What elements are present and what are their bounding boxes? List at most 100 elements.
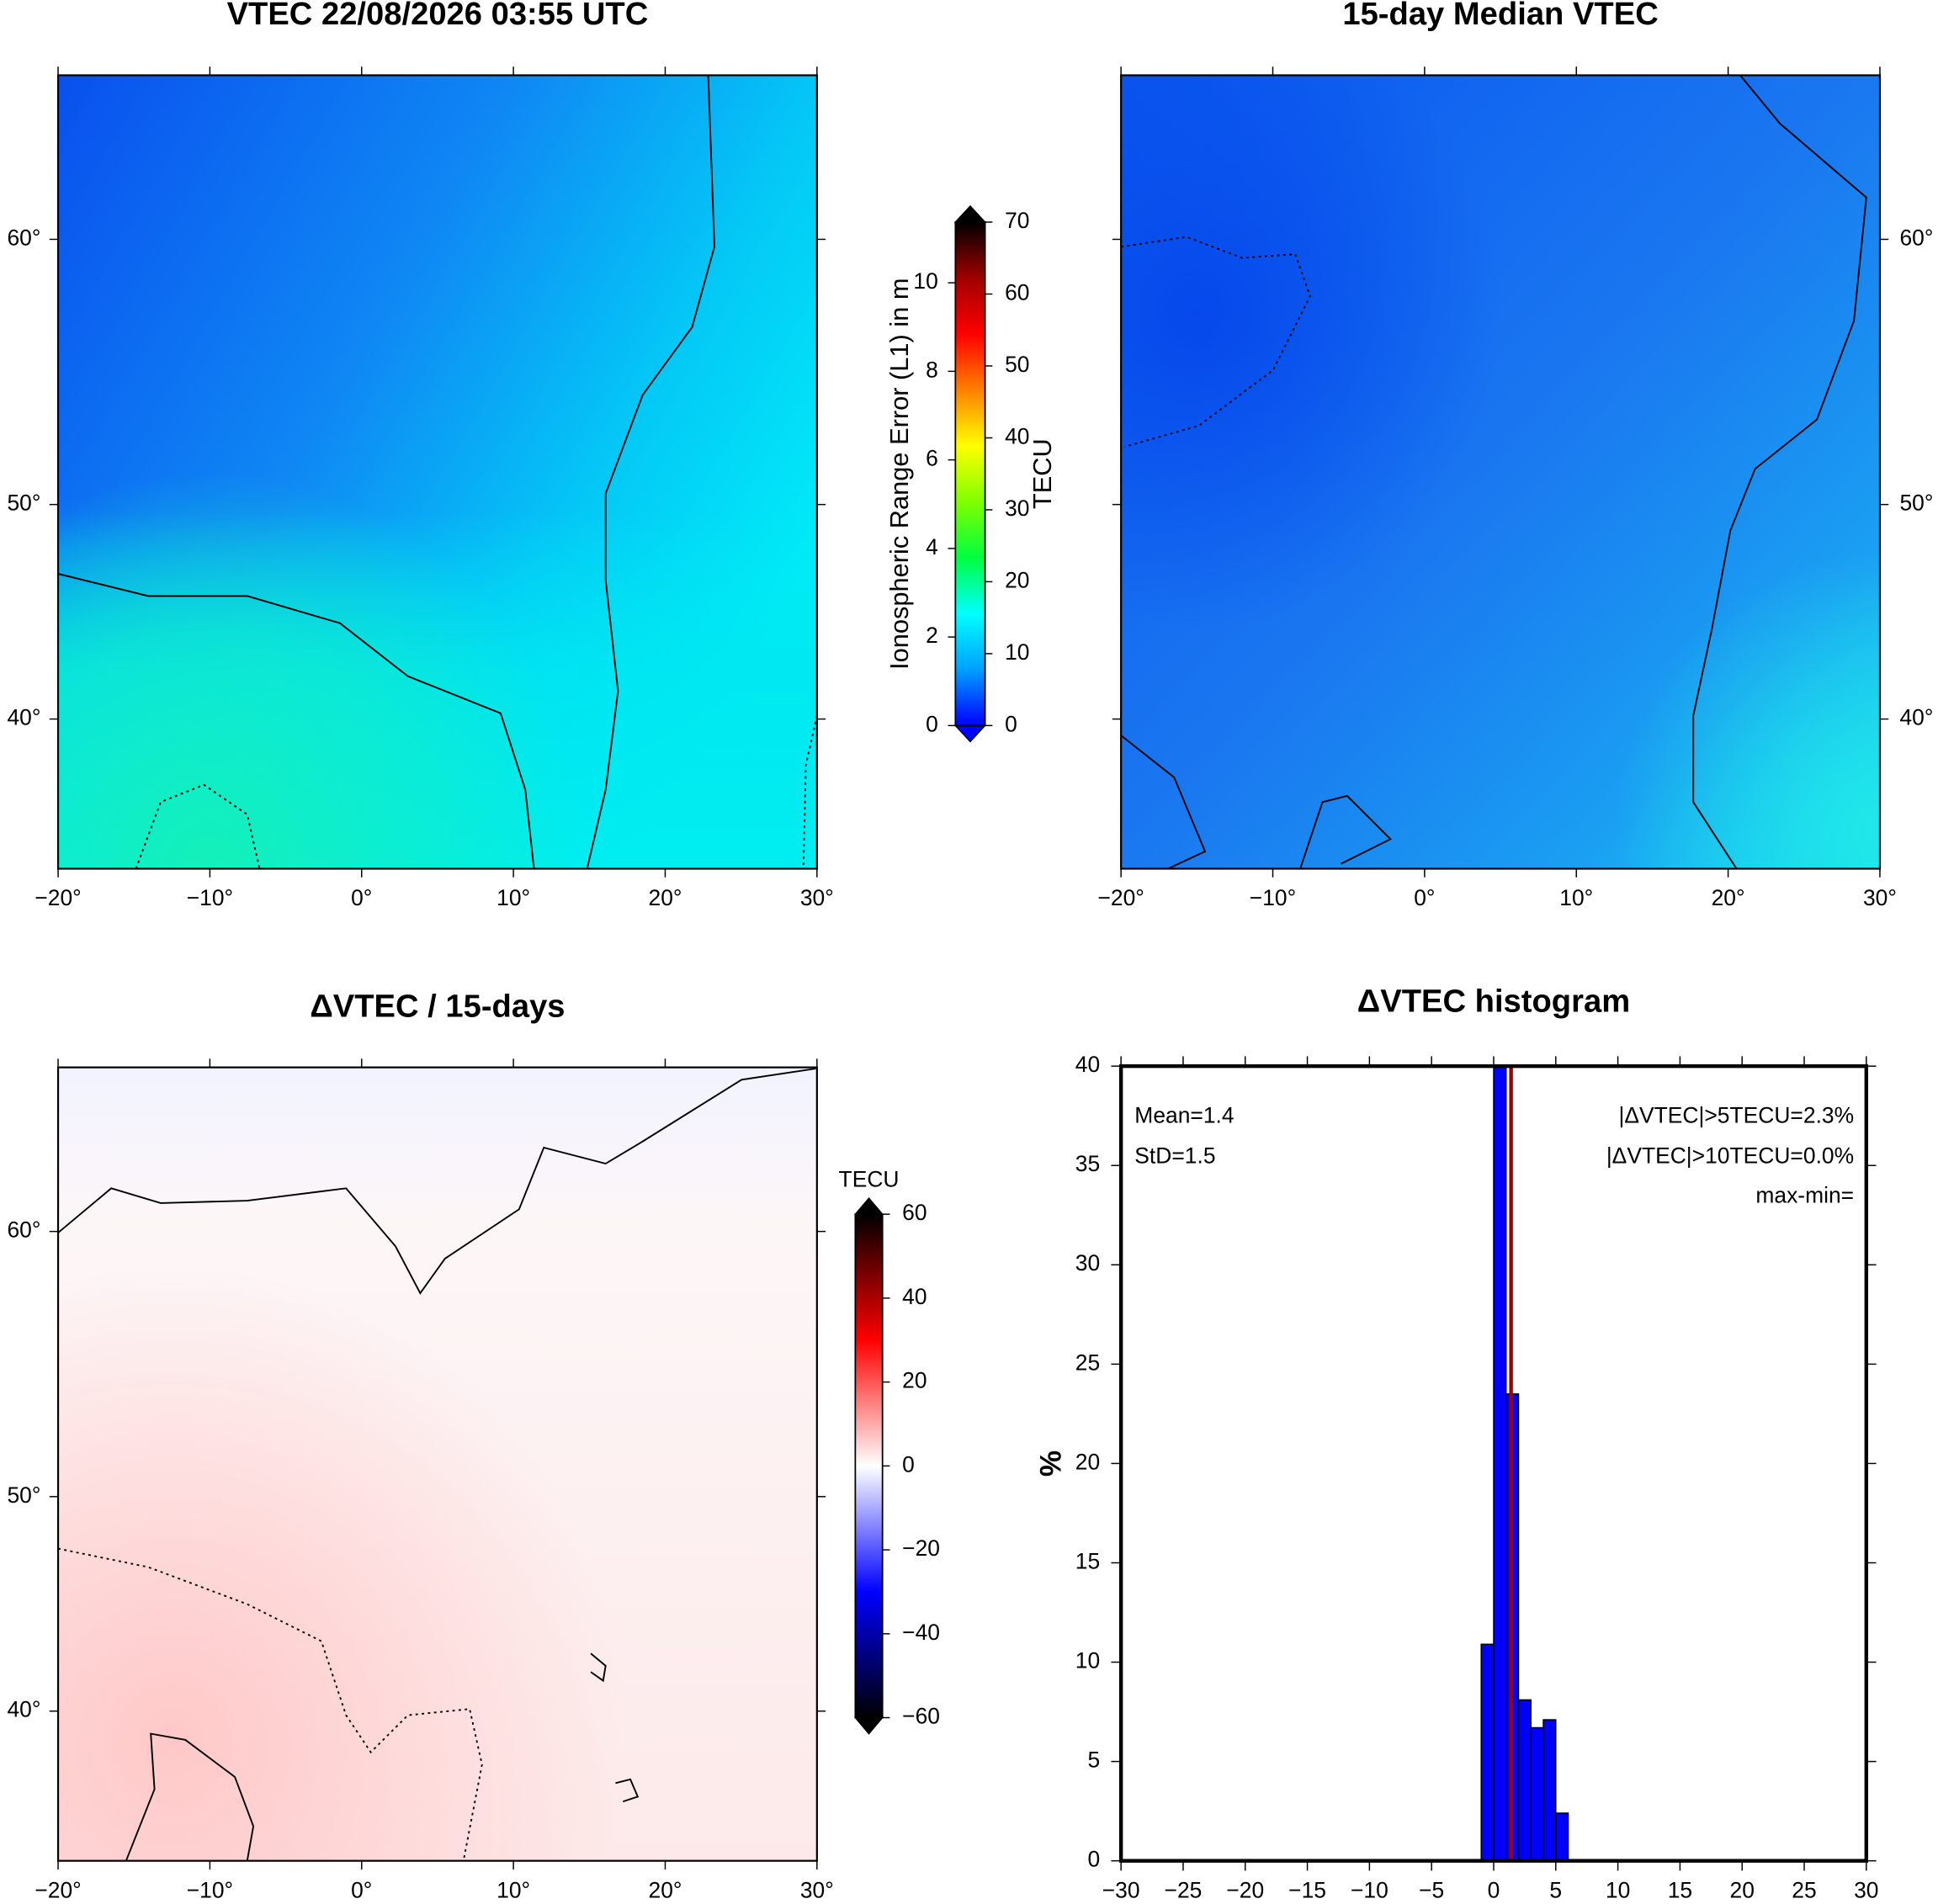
x-tick-label: 30 <box>1854 1877 1878 1902</box>
map-frame <box>1120 74 1882 870</box>
x-tick-label: 10° <box>496 885 530 910</box>
map-field <box>58 75 817 869</box>
x-tick-label: −10 <box>1351 1877 1388 1902</box>
colorbar-secondary-tick-label: 2 <box>926 623 938 648</box>
y-tick-label: 60° <box>8 225 41 250</box>
y-tick-label: 60° <box>1899 225 1933 250</box>
x-tick-label: 0° <box>351 885 372 910</box>
colorbar-label: TECU <box>839 1167 900 1192</box>
contour-line <box>586 75 715 869</box>
histogram-bar <box>1555 1812 1569 1861</box>
x-tick-label: 0° <box>351 1877 372 1902</box>
x-tick-label: 30° <box>800 885 834 910</box>
contour-line <box>1121 236 1311 448</box>
x-tick-label: 5 <box>1549 1877 1562 1902</box>
y-tick-label: 50° <box>8 1482 41 1508</box>
y-tick-label: 50° <box>1899 491 1933 516</box>
histogram-bar <box>1493 1066 1507 1861</box>
y-tick-label: 40° <box>8 1697 41 1722</box>
x-tick-label: −20 <box>1226 1877 1264 1902</box>
colorbar-tick-label: −40 <box>902 1620 940 1645</box>
x-tick-label: −30 <box>1102 1877 1140 1902</box>
colorbar-tick-label: 0 <box>902 1451 915 1477</box>
contour-line <box>125 1732 255 1861</box>
x-tick-label: −20° <box>1097 885 1144 910</box>
annotation: StD=1.5 <box>1134 1143 1215 1169</box>
colorbar-tick-label: 40 <box>1005 423 1029 448</box>
colorbar-extension <box>953 724 987 743</box>
chart-title: ΔVTEC / 15-days <box>310 988 565 1024</box>
y-tick-label: 50° <box>8 491 41 516</box>
y-tick-label: 60° <box>8 1217 41 1243</box>
colorbar-tick-label: 40 <box>902 1284 927 1309</box>
map-frame <box>56 1066 818 1862</box>
x-tick-label: 25 <box>1792 1877 1816 1902</box>
annotation: |ΔVTEC|>10TECU=0.0% <box>1606 1143 1854 1169</box>
x-tick-label: −10° <box>1250 885 1296 910</box>
colorbar-tick-label: 30 <box>1005 496 1029 521</box>
colorbar-tick-label: 60 <box>902 1200 927 1225</box>
x-tick-label: 20° <box>648 1877 682 1902</box>
colorbar-extension <box>853 1196 884 1215</box>
x-tick-label: 20 <box>1730 1877 1755 1902</box>
map-shading <box>58 75 817 869</box>
x-tick-label: 20° <box>648 885 682 910</box>
map-field <box>1121 75 1880 869</box>
colorbar-secondary-tick-label: 4 <box>926 534 938 560</box>
colorbar-tick-label: 50 <box>1005 352 1029 377</box>
colorbar-tick-label: 20 <box>1005 567 1029 592</box>
contour-line <box>590 1652 607 1683</box>
x-tick-label: −20° <box>35 885 81 910</box>
histogram-bar <box>1530 1726 1544 1861</box>
x-tick-label: −25 <box>1165 1877 1203 1902</box>
y-tick-label: 40 <box>1075 1052 1100 1077</box>
annotation: Mean=1.4 <box>1134 1102 1234 1127</box>
x-tick-label: −10° <box>187 885 233 910</box>
y-tick-label: 15 <box>1075 1548 1100 1573</box>
y-tick-label: 25 <box>1075 1350 1100 1375</box>
x-tick-label: −20° <box>35 1877 81 1902</box>
contour-line <box>1299 794 1392 869</box>
colorbar-tick-label: −20 <box>902 1535 940 1561</box>
contour-line <box>1121 735 1207 869</box>
colorbar-secondary-label: Ionospheric Range Error (L1) in m <box>884 278 914 669</box>
colorbar <box>954 221 986 727</box>
x-tick-label: 0° <box>1414 885 1435 910</box>
map-shading <box>58 1067 817 1861</box>
colorbar-extension <box>953 204 987 223</box>
colorbar-tick-label: 0 <box>1005 711 1017 736</box>
colorbar-tick-label: 20 <box>902 1368 927 1393</box>
contour-line <box>58 1068 816 1295</box>
colorbar-secondary-tick-label: 0 <box>926 711 938 736</box>
x-tick-label: 10° <box>496 1877 530 1902</box>
y-axis-label: % <box>1035 1451 1068 1477</box>
chart-title: 15-day Median VTEC <box>1342 0 1658 32</box>
x-tick-label: 15 <box>1668 1877 1692 1902</box>
y-tick-label: 35 <box>1075 1151 1100 1176</box>
y-tick-label: 0 <box>1087 1847 1100 1872</box>
contour-line <box>1692 75 1867 869</box>
colorbar-tick-label: 10 <box>1005 639 1029 665</box>
colorbar-label: TECU <box>1027 438 1057 509</box>
contour-line <box>58 573 535 869</box>
map-field <box>58 1067 817 1861</box>
colorbar-secondary-tick-label: 8 <box>926 357 938 382</box>
colorbar <box>854 1213 884 1719</box>
colorbar-secondary-tick-label: 6 <box>926 446 938 471</box>
map-frame <box>56 74 818 870</box>
contour-line <box>135 783 261 869</box>
x-tick-label: −15 <box>1288 1877 1326 1902</box>
y-tick-label: 30 <box>1075 1250 1100 1276</box>
colorbar-tick-label: −60 <box>902 1704 940 1729</box>
map-shading <box>1121 75 1880 869</box>
histogram-bar <box>1480 1643 1495 1861</box>
x-tick-label: 20° <box>1712 885 1745 910</box>
chart-title: ΔVTEC histogram <box>1357 983 1630 1019</box>
y-tick-label: 5 <box>1087 1748 1100 1773</box>
contour-line <box>802 715 817 869</box>
colorbar-tick-label: 70 <box>1005 208 1029 233</box>
colorbar-tick-label: 60 <box>1005 279 1029 305</box>
x-tick-label: −5 <box>1419 1877 1444 1902</box>
